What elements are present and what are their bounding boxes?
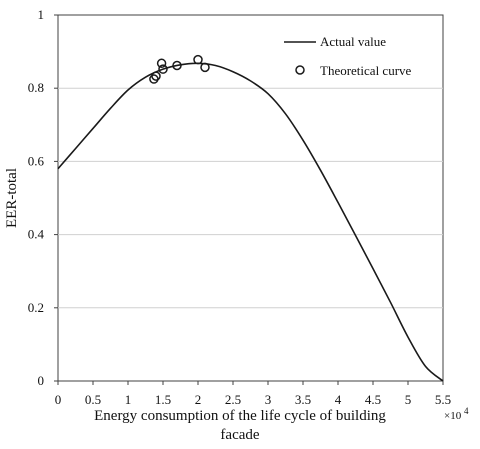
y-axis-ticks: 0 0.2 0.4 0.6 0.8 1 [28,7,58,388]
x-tick-label: 4 [335,392,342,407]
x-tick-label: 1 [125,392,132,407]
data-point-theoretical [151,71,161,81]
data-point-theoretical [200,62,210,73]
y-tick-label: 0.2 [28,300,44,315]
data-point-theoretical [172,60,182,71]
x-axis-title-line1: Energy consumption of the life cycle of … [94,408,386,424]
legend: Actual value Theoretical curve [284,34,412,78]
data-point-theoretical [193,54,203,65]
legend-label-theoretical: Theoretical curve [320,63,412,78]
legend-label-actual: Actual value [320,34,386,49]
data-point-theoretical [158,64,168,74]
x-axis-ticks: 0 0.5 1 1.5 2 2.5 3 3.5 4 4.5 5 5.5 [55,381,451,407]
x-tick-label: 5 [405,392,412,407]
x-tick-label: 5.5 [435,392,451,407]
x-axis-title-line2: facade [220,427,259,443]
x-tick-label: 1.5 [155,392,171,407]
legend-marker-swatch [295,65,305,75]
y-tick-label: 0.4 [28,227,45,242]
y-axis-title: EER-total [4,168,20,228]
x-tick-label: 3.5 [295,392,311,407]
plot-area [57,14,444,382]
x-tick-label: 4.5 [365,392,381,407]
y-tick-label: 1 [38,7,45,22]
x-tick-label: 3 [265,392,272,407]
series-line-actual-value [57,62,444,382]
grid [58,87,443,309]
x-axis-multiplier-exponent: 4 [464,406,469,416]
y-tick-label: 0 [38,373,45,388]
data-point-theoretical [156,58,167,69]
x-tick-label: 0.5 [85,392,101,407]
x-tick-label: 2 [195,392,202,407]
x-tick-label: 0 [55,392,62,407]
y-tick-label: 0.6 [28,153,45,168]
x-tick-label: 2.5 [225,392,241,407]
x-axis-multiplier: ×10 4 [444,406,469,422]
y-tick-label: 0.8 [28,80,44,95]
x-axis-multiplier-base: ×10 [444,410,462,422]
series [57,54,444,382]
